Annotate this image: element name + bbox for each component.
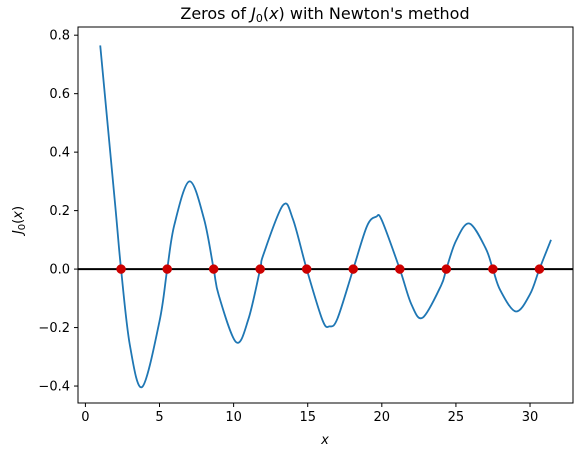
y-tick-label: 0.2 [49, 204, 70, 219]
zero-point-marker [162, 264, 172, 274]
y-tick-label: 0.4 [49, 146, 70, 161]
plot-area [78, 27, 573, 403]
axes-frame [77, 26, 574, 404]
x-tick-label: 15 [299, 410, 316, 425]
zero-point-marker [488, 264, 498, 274]
zero-point-marker [534, 264, 545, 274]
x-tick-label: 30 [522, 410, 539, 425]
y-tick-label: 0.8 [49, 29, 70, 44]
x-axis-ticks: 0 5 10 15 20 25 30 [81, 403, 538, 425]
zero-point-marker [208, 264, 219, 274]
y-tick-label: −0.4 [38, 380, 70, 395]
y-tick-label: 0.0 [49, 263, 70, 278]
x-tick-label: 20 [374, 410, 391, 425]
chart-title: Zeros of J0(x) with Newton's method [180, 4, 469, 25]
x-tick-label: 5 [155, 410, 163, 425]
y-axis-ticks: −0.4 −0.2 0.0 0.2 0.4 0.6 0.8 [38, 29, 78, 395]
x-axis-label: x [320, 433, 329, 448]
zero-point-marker [301, 264, 312, 274]
x-tick-label: 25 [448, 410, 465, 425]
zero-point-marker [116, 264, 126, 274]
zero-point-marker [441, 264, 452, 274]
x-tick-label: 0 [81, 410, 89, 425]
marks-layer [116, 264, 545, 274]
y-axis-label: J0(x) [11, 206, 28, 237]
zero-point-marker [255, 264, 265, 274]
x-tick-label: 10 [225, 410, 242, 425]
zero-point-marker [348, 264, 358, 274]
y-tick-label: −0.2 [38, 321, 70, 336]
zero-point-marker [395, 264, 405, 274]
y-tick-label: 0.6 [49, 87, 70, 102]
